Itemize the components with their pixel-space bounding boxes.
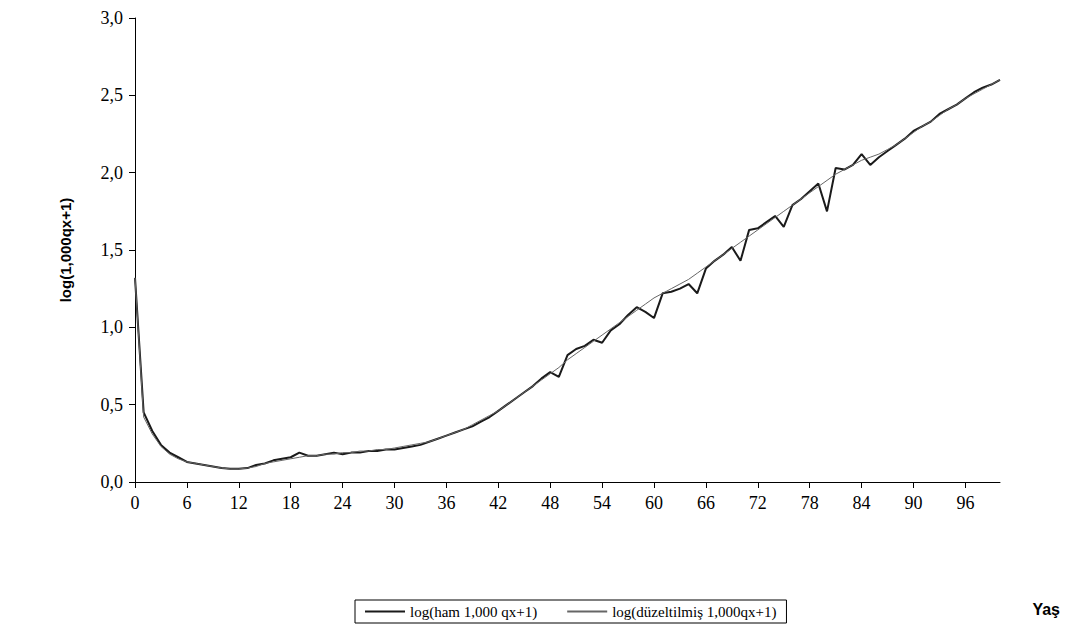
- svg-text:42: 42: [489, 493, 507, 513]
- svg-text:84: 84: [853, 493, 871, 513]
- svg-text:12: 12: [230, 493, 248, 513]
- svg-text:72: 72: [749, 493, 767, 513]
- svg-text:log(1,000qx+1): log(1,000qx+1): [57, 198, 74, 303]
- svg-text:48: 48: [541, 493, 559, 513]
- svg-text:3,0: 3,0: [101, 8, 124, 28]
- svg-text:1,0: 1,0: [101, 317, 124, 337]
- svg-text:36: 36: [437, 493, 455, 513]
- svg-text:30: 30: [386, 493, 404, 513]
- svg-text:90: 90: [905, 493, 923, 513]
- svg-text:0,5: 0,5: [101, 395, 124, 415]
- svg-text:2,0: 2,0: [101, 163, 124, 183]
- svg-text:0,0: 0,0: [101, 472, 124, 492]
- svg-text:24: 24: [334, 493, 352, 513]
- svg-text:Yaş: Yaş: [1032, 601, 1060, 618]
- svg-text:78: 78: [801, 493, 819, 513]
- svg-text:54: 54: [593, 493, 611, 513]
- svg-text:0: 0: [131, 493, 140, 513]
- svg-text:66: 66: [697, 493, 715, 513]
- svg-text:18: 18: [282, 493, 300, 513]
- svg-text:96: 96: [956, 493, 974, 513]
- svg-text:1,5: 1,5: [101, 240, 124, 260]
- svg-text:60: 60: [645, 493, 663, 513]
- svg-text:2,5: 2,5: [101, 85, 124, 105]
- svg-text:6: 6: [182, 493, 191, 513]
- svg-text:log(düzeltilmiş 1,000qx+1): log(düzeltilmiş 1,000qx+1): [612, 604, 776, 621]
- svg-text:log(ham 1,000 qx+1): log(ham 1,000 qx+1): [410, 604, 537, 621]
